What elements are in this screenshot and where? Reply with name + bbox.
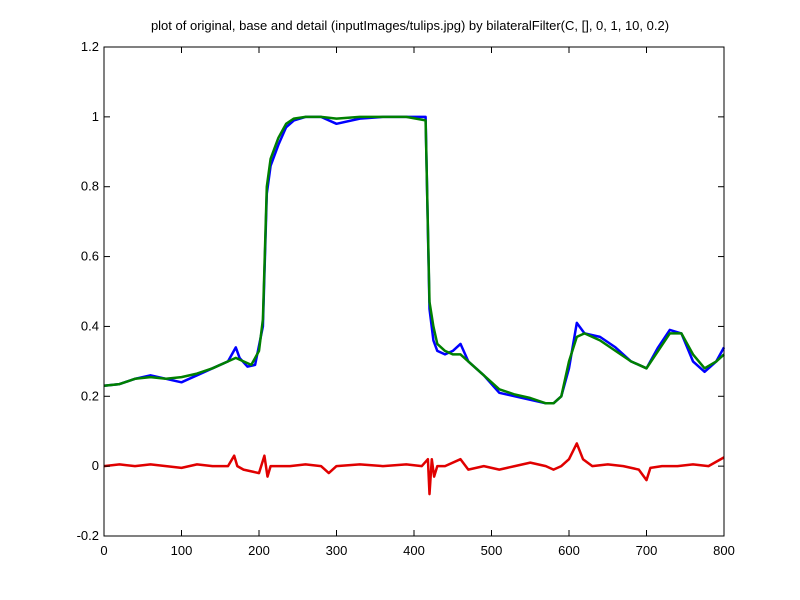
y-tick-label: 0 [92,458,99,473]
chart-title: plot of original, base and detail (input… [151,18,669,33]
y-tick-label: 1 [92,109,99,124]
y-axis-ticks: -0.2 0 0.2 0.4 0.6 0.8 1 1.2 [77,39,724,543]
base-series-line [103,115,725,405]
x-tick-label: 700 [636,543,658,558]
x-tick-label: 400 [403,543,425,558]
x-axis-ticks: 0 100 200 300 400 500 600 700 800 [100,47,735,558]
x-tick-label: 500 [481,543,503,558]
x-tick-label: 0 [100,543,107,558]
series-layer [103,115,726,496]
y-tick-label: -0.2 [77,528,99,543]
x-tick-label: 100 [171,543,193,558]
x-tick-label: 300 [326,543,348,558]
x-tick-label: 600 [558,543,580,558]
y-tick-label: 1.2 [81,39,99,54]
detail-series-line [103,442,725,496]
y-tick-label: 0.8 [81,179,99,194]
x-tick-label: 200 [248,543,270,558]
x-tick-label: 800 [713,543,735,558]
y-tick-label: 0.2 [81,388,99,403]
y-tick-label: 0.4 [81,318,99,333]
original-series-line [103,115,726,405]
y-tick-label: 0.6 [81,249,99,264]
plot-area: 0 100 200 300 400 500 600 700 800 -0.200.20.40.6… [77,39,735,558]
